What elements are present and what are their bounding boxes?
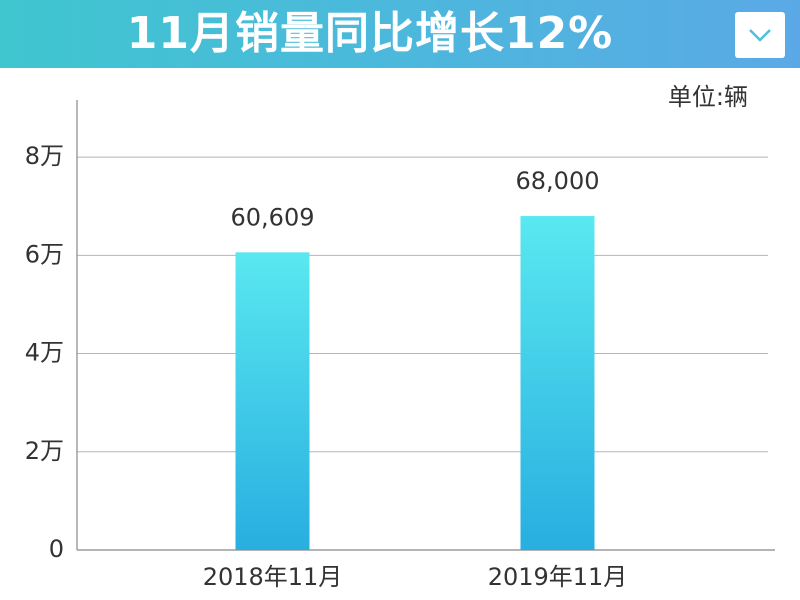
- bar: [520, 216, 595, 551]
- chart-title: 11月销量同比增长12%: [126, 8, 614, 59]
- dropdown-button[interactable]: [735, 12, 785, 58]
- chart: 单位:辆 0 2万 4万 6万 8万 2018年11月 60,609 2019年11月 68,0…: [25, 83, 775, 591]
- y-tick-label: 8万: [25, 142, 64, 170]
- unit-label: 单位:辆: [668, 83, 748, 111]
- chevron-icon: [749, 29, 771, 42]
- y-tick-label: 0: [49, 535, 64, 563]
- x-tick-label: 2018年11月: [203, 563, 343, 591]
- y-tick-label: 4万: [25, 339, 64, 367]
- value-label: 60,609: [231, 203, 315, 231]
- y-tick-label: 6万: [25, 240, 64, 268]
- y-tick-label: 2万: [25, 437, 64, 465]
- header: 11月销量同比增长12%: [0, 0, 800, 68]
- value-label: 68,000: [516, 167, 600, 195]
- x-tick-label: 2019年11月: [488, 563, 628, 591]
- bar: [235, 252, 310, 550]
